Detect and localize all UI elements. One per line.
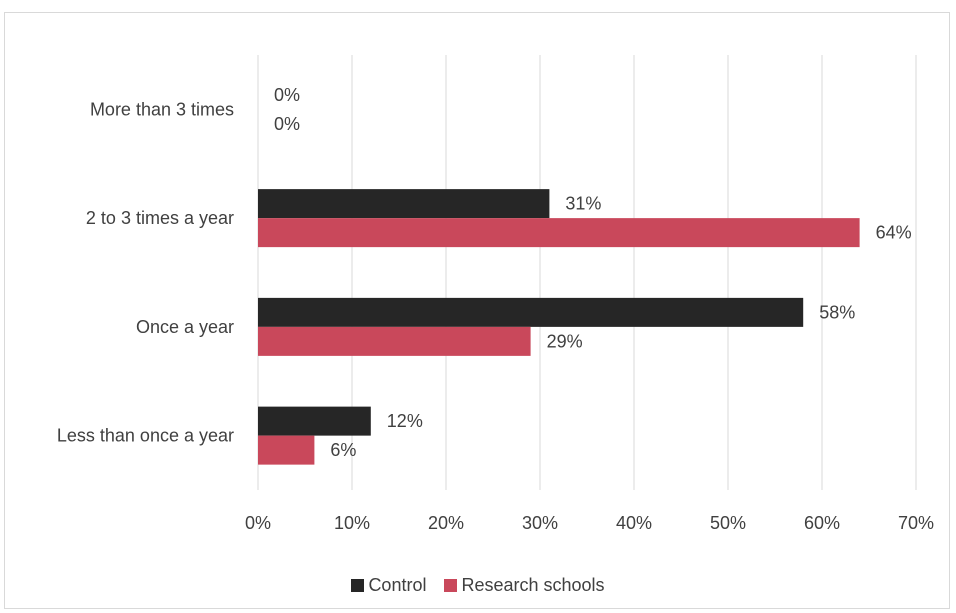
data-label: 64% [876,223,912,243]
legend-label-control: Control [368,574,427,595]
x-tick-label: 50% [710,513,746,533]
legend-item-research-schools: Research schools [444,574,605,596]
x-tick-label: 10% [334,513,370,533]
bar-control [258,406,371,436]
legend: Control Research schools [0,572,956,598]
data-label: 6% [330,440,356,460]
data-label: 0% [274,114,300,134]
category-label: Once a year [136,317,234,337]
category-label: 2 to 3 times a year [86,208,234,228]
bar-research-schools [258,435,315,465]
x-tick-label: 70% [898,513,934,533]
data-label: 12% [387,411,423,431]
x-tick-label: 20% [428,513,464,533]
data-label: 29% [547,331,583,351]
data-label: 31% [565,194,601,214]
x-tick-label: 40% [616,513,652,533]
bar-research-schools [258,326,531,356]
bar-control [258,189,550,219]
bar-research-schools [258,218,860,248]
data-label: 0% [274,85,300,105]
legend-item-control: Control [351,575,426,596]
legend-swatch-research-schools [444,578,458,592]
legend-swatch-control [351,578,365,592]
legend-label-research-schools: Research schools [461,574,605,595]
x-tick-label: 0% [245,513,271,533]
bar-control [258,297,804,327]
data-label: 58% [819,302,855,322]
category-label: More than 3 times [90,99,234,119]
category-label: Less than once a year [57,426,234,446]
x-tick-label: 30% [522,513,558,533]
x-tick-label: 60% [804,513,840,533]
